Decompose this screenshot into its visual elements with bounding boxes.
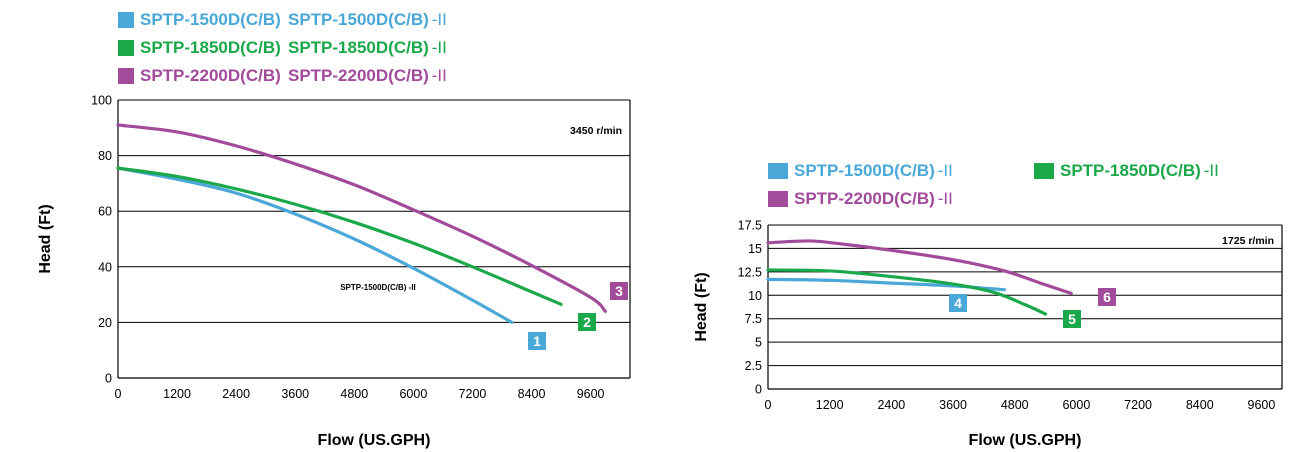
x-tick-label: 4800 [1001,398,1029,412]
legend-label: SPTP-2200D(C/B) -II [288,66,447,85]
y-tick-label: 20 [98,316,112,330]
chart-panel-2: SPTP-1500D(C/B) -II SPTP-1850D(C/B) -II SPTP… [693,161,1283,449]
legend-label-suffix: -II [1204,161,1219,180]
chart-panel-1: SPTP-1500D(C/B) SPTP-1500D(C/B) -II SPTP-18… [37,10,631,449]
legend-label-suffix: -II [432,10,447,29]
legend-label: SPTP-1500D(C/B) -II [794,161,953,180]
x-tick-label: 3600 [281,387,309,401]
x-axis-label: Flow (US.GPH) [969,432,1082,449]
x-tick-label: 0 [115,387,122,401]
chart-legend: SPTP-1500D(C/B) SPTP-1500D(C/B) -II SPTP-18… [118,10,447,85]
series-line-1 [116,166,514,324]
legend-label-suffix: -II [938,161,953,180]
legend-swatch [768,191,788,207]
x-tick-label: 1200 [816,398,844,412]
series-badge-label: 3 [615,283,623,299]
legend-label: SPTP-2200D(C/B) -II [794,189,953,208]
y-tick-label: 2.5 [745,359,762,373]
legend-swatch [118,40,134,56]
y-tick-label: 80 [98,149,112,163]
legend-label: SPTP-1500D(C/B) [140,10,281,29]
x-tick-label: 7200 [1124,398,1152,412]
series-line-5 [766,268,1048,316]
legend-label-suffix: -II [938,189,953,208]
series-badge-label: 5 [1068,311,1076,327]
series-line-6 [766,239,1073,296]
y-tick-label: 60 [98,205,112,219]
x-tick-label: 2400 [222,387,250,401]
x-tick-label: 8400 [1186,398,1214,412]
y-tick-label: 5 [755,336,762,350]
y-tick-label: 17.5 [738,219,762,233]
x-tick-label: 0 [765,398,772,412]
series-badge-label: 6 [1103,289,1111,305]
chart-annotation: 1725 r/min [1222,235,1274,247]
legend-label-suffix: -II [432,38,447,57]
y-tick-label: 10 [748,289,762,303]
series-badge-4 [949,294,967,312]
y-tick-label: 40 [98,260,112,274]
y-tick-label: 100 [91,94,112,108]
series-badge-5 [1063,310,1081,328]
x-tick-label: 9600 [577,387,605,401]
legend-label: SPTP-2200D(C/B) [140,66,281,85]
legend-label: SPTP-1500D(C/B) -II [288,10,447,29]
x-tick-label: 6000 [1062,398,1090,412]
y-tick-label: 15 [748,242,762,256]
series-badge-3 [610,282,628,300]
series-badge-label: 2 [583,314,591,330]
x-tick-label: 3600 [939,398,967,412]
chart-annotation: SPTP-1500D(C/B) -II [340,283,416,292]
y-axis-label: Head (Ft) [693,272,710,341]
series-line-3 [116,123,607,313]
legend-label: SPTP-1850D(C/B) -II [1060,161,1219,180]
legend-label: SPTP-1850D(C/B) [140,38,281,57]
series-line-2 [116,166,563,306]
series-badge-1 [528,332,546,350]
legend-label: SPTP-1850D(C/B) -II [288,38,447,57]
x-tick-label: 1200 [163,387,191,401]
y-axis-label: Head (Ft) [37,204,54,273]
legend-swatch [768,163,788,179]
x-tick-label: 4800 [340,387,368,401]
legend-label-suffix: -II [432,66,447,85]
chart-annotation: 3450 r/min [570,125,622,137]
y-tick-label: 0 [105,372,112,386]
x-tick-label: 8400 [518,387,546,401]
y-tick-label: 12.5 [738,265,762,279]
x-axis-label: Flow (US.GPH) [318,432,431,449]
legend-swatch [118,68,134,84]
y-tick-label: 0 [755,383,762,397]
chart-legend: SPTP-1500D(C/B) -II SPTP-1850D(C/B) -II SPTP… [768,161,1219,208]
x-tick-label: 7200 [459,387,487,401]
series-badge-label: 4 [954,295,962,311]
legend-swatch [118,12,134,28]
x-tick-label: 2400 [877,398,905,412]
series-badge-2 [578,313,596,331]
legend-swatch [1034,163,1054,179]
x-tick-label: 6000 [399,387,427,401]
series-badge-6 [1098,288,1116,306]
y-tick-label: 7.5 [745,312,762,326]
series-badge-label: 1 [533,333,541,349]
x-tick-label: 9600 [1248,398,1276,412]
